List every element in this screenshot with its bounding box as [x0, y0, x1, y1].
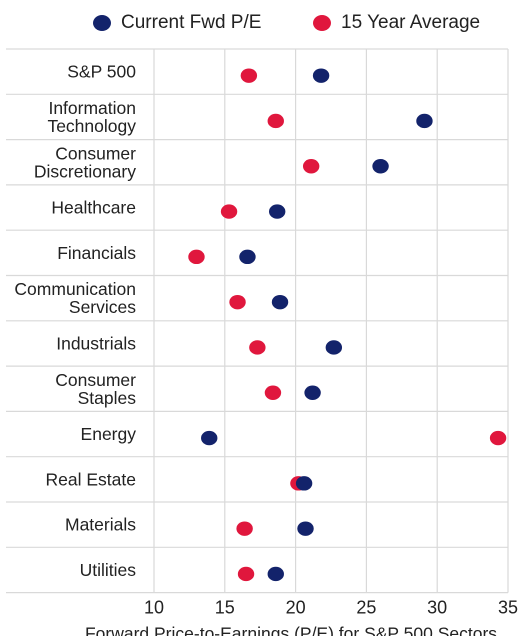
- x-tick-label: 35: [498, 598, 518, 618]
- average-pe-point: [489, 430, 507, 446]
- current-pe-point: [325, 340, 343, 355]
- category-label: Energy: [81, 424, 137, 444]
- legend-item-average: 15 Year Average: [313, 12, 480, 34]
- average-pe-point: [249, 340, 266, 355]
- data-points: [188, 68, 507, 582]
- current-pe-point: [295, 476, 313, 491]
- legend-swatch-current: [93, 15, 111, 31]
- average-pe-point: [220, 204, 238, 219]
- average-pe-point: [188, 249, 205, 265]
- x-tick-label: 20: [286, 598, 306, 618]
- category-label: Consumer Discretionary: [34, 143, 136, 181]
- category-label: Materials: [65, 515, 136, 535]
- legend-label-current: Current Fwd P/E: [121, 12, 262, 33]
- legend: Current Fwd P/E 15 Year Average: [0, 12, 519, 42]
- current-pe-point: [372, 159, 389, 174]
- x-axis-label: Forward Price-to-Earnings (P/E) for S&P …: [85, 624, 497, 636]
- current-pe-point: [239, 249, 256, 265]
- legend-swatch-average: [313, 15, 331, 31]
- current-pe-point: [268, 204, 286, 219]
- current-pe-point: [297, 521, 314, 536]
- x-tick-label: 30: [427, 598, 447, 618]
- category-label: Utilities: [80, 560, 137, 580]
- x-tick-label: 25: [356, 598, 376, 618]
- average-pe-point: [229, 294, 246, 310]
- current-pe-point: [267, 566, 284, 582]
- x-tick-labels: 10 15 20 25 30 35: [144, 598, 518, 618]
- x-tick-label: 10: [144, 598, 164, 618]
- legend-label-average: 15 Year Average: [341, 12, 481, 33]
- category-label: Communication Services: [14, 279, 136, 317]
- category-label: Real Estate: [46, 469, 136, 489]
- average-pe-point: [267, 113, 284, 129]
- category-label: S&P 500: [67, 62, 136, 82]
- category-label: Consumer Staples: [55, 370, 136, 408]
- legend-item-current: Current Fwd P/E: [93, 12, 261, 34]
- current-pe-point: [201, 430, 218, 446]
- category-label: Healthcare: [51, 198, 136, 218]
- current-pe-point: [312, 68, 330, 83]
- average-pe-point: [236, 521, 253, 536]
- average-pe-point: [264, 385, 282, 400]
- x-tick-label: 15: [215, 598, 235, 618]
- category-label: Financials: [57, 243, 136, 263]
- category-labels: S&P 500 Information Technology Consumer Disc…: [14, 62, 136, 580]
- current-pe-point: [304, 385, 321, 400]
- category-label: Industrials: [56, 333, 136, 353]
- current-pe-point: [271, 294, 289, 310]
- average-pe-point: [240, 68, 258, 83]
- average-pe-point: [237, 566, 255, 582]
- grid-lines: [6, 48, 509, 594]
- category-label: Information Technology: [47, 98, 136, 136]
- current-pe-point: [416, 113, 433, 129]
- average-pe-point: [302, 159, 320, 174]
